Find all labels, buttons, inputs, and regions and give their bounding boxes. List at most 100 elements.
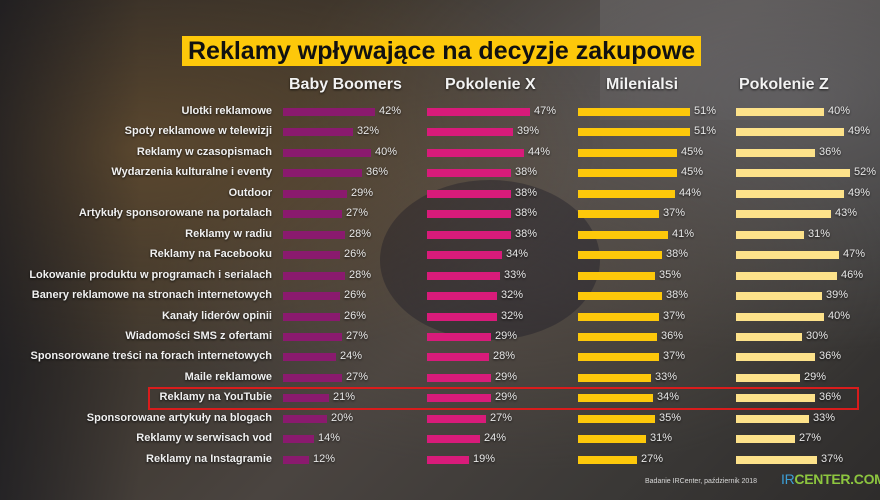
bar-pokolenie-z [736, 169, 850, 178]
row-label: Reklamy na Facebooku [149, 248, 272, 261]
bar-pokolenie-z [736, 251, 839, 260]
bar-pokolenie-x [427, 353, 489, 362]
value-label: 45% [681, 145, 704, 158]
value-label: 44% [679, 186, 702, 199]
value-label: 40% [828, 309, 851, 322]
bar-pokolenie-x [427, 292, 497, 301]
value-label: 29% [351, 186, 374, 199]
chart-row: Reklamy w czasopismach 40% 44% 45% 36% [0, 143, 880, 163]
value-label: 49% [848, 125, 871, 138]
value-label: 19% [473, 452, 496, 465]
chart-row: Sponsorowane artykuły na blogach 20% 27% 35… [0, 409, 880, 429]
column-header-baby-boomers: Baby Boomers [289, 76, 402, 93]
bar-pokolenie-z [736, 148, 815, 157]
bar-milenialsi [578, 353, 659, 362]
bar-pokolenie-z [736, 414, 809, 423]
value-label: 33% [504, 268, 527, 281]
bar-pokolenie-x [427, 128, 513, 137]
value-label: 12% [313, 452, 336, 465]
bar-pokolenie-z [736, 292, 822, 301]
bar-pokolenie-z [736, 312, 824, 321]
value-label: 32% [501, 309, 524, 322]
logo-center: CENTER.COM [794, 471, 880, 487]
bar-milenialsi [578, 251, 662, 260]
bar-baby-boomers [283, 169, 362, 178]
bar-pokolenie-z [736, 189, 844, 198]
bar-pokolenie-z [736, 108, 824, 116]
chart-row: Kanały liderów opinii 26% 32% 37% 40% [0, 307, 880, 327]
value-label: 38% [666, 248, 689, 261]
bar-milenialsi [578, 210, 659, 219]
value-label: 29% [495, 329, 518, 342]
value-label: 21% [333, 391, 356, 404]
bar-baby-boomers [283, 455, 309, 464]
value-label: 49% [848, 186, 871, 199]
value-label: 35% [659, 411, 682, 424]
chart-row: Banery reklamowe na stronach internetowy… [0, 286, 880, 306]
value-label: 38% [515, 227, 538, 240]
value-label: 31% [650, 432, 673, 445]
value-label: 34% [506, 248, 529, 261]
value-label: 24% [340, 350, 363, 363]
row-label: Sponsorowane artykuły na blogach [86, 411, 272, 424]
row-label: Wiadomości SMS z ofertami [125, 329, 272, 342]
row-label: Outdoor [228, 186, 272, 199]
bar-pokolenie-x [427, 210, 511, 219]
bar-pokolenie-x [427, 414, 486, 423]
bar-pokolenie-x [427, 230, 511, 239]
chart-row: Wiadomości SMS z ofertami 27% 29% 36% 30% [0, 327, 880, 347]
bar-milenialsi [578, 108, 690, 116]
value-label: 39% [826, 289, 849, 302]
bar-pokolenie-z [736, 128, 844, 137]
bar-baby-boomers [283, 210, 342, 219]
bar-baby-boomers [283, 230, 345, 239]
bar-milenialsi [578, 148, 677, 157]
row-label: Kanały liderów opinii [161, 309, 272, 322]
row-label: Reklamy w serwisach vod [136, 432, 272, 445]
value-label: 20% [331, 411, 354, 424]
row-label: Reklamy na YouTubie [159, 391, 272, 404]
column-header-pokolenie-x: Pokolenie X [445, 76, 536, 93]
bar-pokolenie-x [427, 271, 500, 280]
bar-pokolenie-x [427, 251, 502, 260]
chart-row: Reklamy na Facebooku 26% 34% 38% 47% [0, 245, 880, 265]
bar-milenialsi [578, 169, 677, 178]
value-label: 45% [681, 166, 704, 179]
bar-milenialsi [578, 373, 651, 382]
bar-pokolenie-x [427, 108, 530, 116]
chart-row: Reklamy na YouTubie 21% 29% 34% 36% [0, 388, 880, 408]
value-label: 24% [484, 432, 507, 445]
value-label: 14% [318, 432, 341, 445]
bar-milenialsi [578, 455, 637, 464]
value-label: 36% [819, 350, 842, 363]
value-label: 36% [661, 329, 684, 342]
row-label: Reklamy w czasopismach [136, 145, 272, 158]
ircenter-logo: IRCENTER.COM [781, 471, 880, 487]
value-label: 37% [821, 452, 844, 465]
bar-baby-boomers [283, 189, 347, 198]
value-label: 39% [517, 125, 540, 138]
row-label: Lokowanie produktu w programach i serial… [29, 268, 272, 281]
chart-row: Reklamy na Instagramie 12% 19% 27% 37% [0, 450, 880, 470]
column-header-pokolenie-z: Pokolenie Z [739, 76, 829, 93]
bar-pokolenie-z [736, 210, 831, 219]
chart-row: Outdoor 29% 38% 44% 49% [0, 184, 880, 204]
row-label: Artykuły sponsorowane na portalach [78, 207, 272, 220]
bar-baby-boomers [283, 435, 314, 444]
bar-pokolenie-x [427, 332, 491, 341]
bar-pokolenie-x [427, 435, 480, 444]
value-label: 27% [641, 452, 664, 465]
bar-pokolenie-x [427, 312, 497, 321]
bar-baby-boomers [283, 373, 342, 382]
value-label: 28% [349, 227, 372, 240]
value-label: 38% [515, 186, 538, 199]
value-label: 27% [490, 411, 513, 424]
value-label: 34% [657, 391, 680, 404]
bar-milenialsi [578, 271, 655, 280]
bar-pokolenie-z [736, 353, 815, 362]
row-label: Sponsorowane treści na forach internetow… [30, 350, 272, 363]
value-label: 43% [835, 207, 858, 220]
highlight-box-youtube [148, 387, 859, 410]
bar-pokolenie-x [427, 189, 511, 198]
bar-baby-boomers [283, 312, 340, 321]
